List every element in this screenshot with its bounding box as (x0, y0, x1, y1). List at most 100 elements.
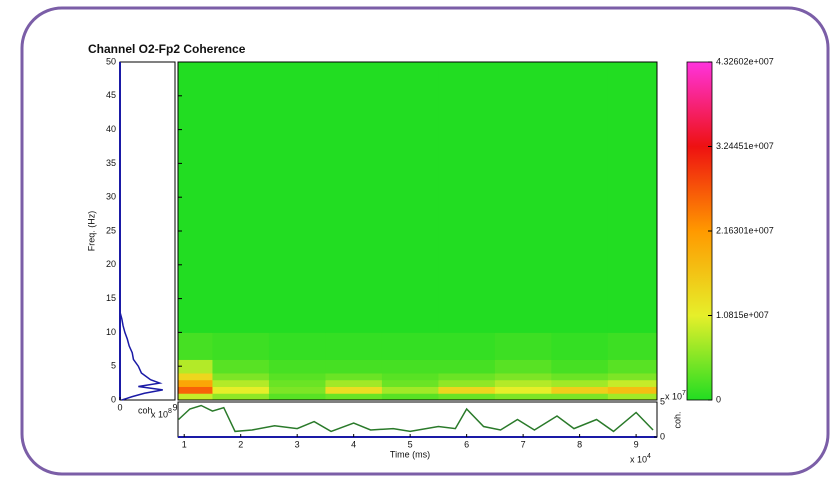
plot-frame (178, 402, 657, 437)
heatmap-cell (438, 62, 495, 333)
heatmap-cell (495, 380, 552, 387)
y-axis-label: coh. (672, 411, 682, 428)
heatmap-cell (178, 62, 213, 333)
colorbar-tick-label: 3.24451e+007 (716, 141, 774, 151)
heatmap-cell (608, 332, 658, 360)
axis-multiplier: x 10 (151, 409, 168, 419)
heatmap-cell (608, 359, 658, 373)
x-tick-label: 5 (408, 439, 413, 449)
heatmap-cell (382, 393, 439, 400)
x-tick-label: 6 (464, 439, 469, 449)
heatmap-cell (382, 62, 439, 333)
heatmap-cell (325, 393, 382, 400)
heatmap-cell (178, 393, 213, 400)
y-tick-label: 40 (106, 124, 116, 134)
heatmap-cell (269, 359, 326, 373)
heatmap-cell (551, 380, 608, 387)
heatmap-cell (495, 359, 552, 373)
heatmap-cell (551, 373, 608, 380)
heatmap-cell (212, 386, 269, 393)
heatmap-cell (212, 359, 269, 373)
x-tick-label: 2 (238, 439, 243, 449)
x-tick-label: 9 (172, 402, 177, 412)
x-tick-label: 8 (577, 439, 582, 449)
y-tick-label: 0 (111, 394, 116, 404)
heatmap-cell (438, 332, 495, 360)
heatmap-cell (382, 359, 439, 373)
heatmap-cell (608, 380, 658, 387)
axis-multiplier-exp: 7 (682, 390, 686, 397)
axis-multiplier-exp: 8 (168, 408, 172, 415)
heatmap-cell (495, 332, 552, 360)
page: Channel O2-Fp2 Coherence Freq. (Hz) coh … (0, 0, 835, 484)
heatmap-cell (325, 359, 382, 373)
heatmap-cell (178, 332, 213, 360)
heatmap-cell (325, 373, 382, 380)
y-tick-label: 5 (660, 396, 665, 406)
axis-multiplier-exp: 4 (647, 453, 651, 460)
heatmap-cell (495, 393, 552, 400)
heatmap-cell (212, 373, 269, 380)
heatmap-cell (438, 380, 495, 387)
heatmap-cell (269, 62, 326, 333)
heatmap-cell (551, 332, 608, 360)
heatmap-cell (551, 62, 608, 333)
y-tick-label: 10 (106, 327, 116, 337)
x-tick-label: 9 (634, 439, 639, 449)
heatmap-cell (551, 386, 608, 393)
heatmap-cell (269, 386, 326, 393)
heatmap-cell (438, 393, 495, 400)
heatmap-cell (269, 373, 326, 380)
heatmap-cell (269, 393, 326, 400)
y-tick-label: 5 (111, 361, 116, 371)
plot-frame (120, 62, 175, 400)
heatmap-cell (495, 62, 552, 333)
axis-multiplier: x 10 (665, 391, 682, 401)
heatmap-cell (382, 380, 439, 387)
y-tick-label: 35 (106, 158, 116, 168)
heatmap-cell (551, 359, 608, 373)
y-tick-label: 50 (106, 56, 116, 66)
y-tick-label: 25 (106, 225, 116, 235)
y-tick-label: 45 (106, 90, 116, 100)
heatmap-cell (269, 380, 326, 387)
axis-multiplier: x 10 (630, 454, 647, 464)
heatmap-cell (269, 332, 326, 360)
heatmap-cell (212, 332, 269, 360)
figure: Channel O2-Fp2 Coherence Freq. (Hz) coh … (0, 0, 835, 484)
heatmap-cell (438, 359, 495, 373)
colorbar-tick-label: 2.16301e+007 (716, 225, 774, 235)
heatmap-cell (608, 386, 658, 393)
heatmap-cell (178, 380, 213, 387)
heatmap-cell (495, 373, 552, 380)
colorbar-tick-label: 4.32602e+007 (716, 56, 774, 66)
heatmap-cell (608, 393, 658, 400)
heatmap-cell (551, 393, 608, 400)
heatmap-cell (382, 332, 439, 360)
heatmap-cell (178, 386, 213, 393)
y-tick-label: 0 (660, 431, 665, 441)
heatmap-cell (608, 62, 658, 333)
colorbar-tick-label: 1.0815e+007 (716, 310, 769, 320)
heatmap-cell (212, 393, 269, 400)
heatmap-cell (495, 386, 552, 393)
heatmap-cell (325, 332, 382, 360)
x-axis-label: Time (ms) (390, 449, 430, 459)
heatmap-cell (438, 386, 495, 393)
x-tick-label: 0 (117, 402, 122, 412)
y-axis-label: Freq. (Hz) (86, 211, 96, 252)
heatmap-cell (325, 386, 382, 393)
chart-title: Channel O2-Fp2 Coherence (88, 42, 246, 56)
heatmap-cell (608, 373, 658, 380)
y-tick-label: 15 (106, 293, 116, 303)
heatmap-cell (212, 380, 269, 387)
x-tick-label: 1 (182, 439, 187, 449)
heatmap-cell (178, 359, 213, 373)
heatmap-cell (325, 380, 382, 387)
heatmap-cell (178, 373, 213, 380)
y-tick-label: 30 (106, 192, 116, 202)
colorbar-tick-label: 0 (716, 394, 721, 404)
heatmap-cell (438, 373, 495, 380)
heatmap-cell (325, 62, 382, 333)
heatmap-cell (382, 386, 439, 393)
